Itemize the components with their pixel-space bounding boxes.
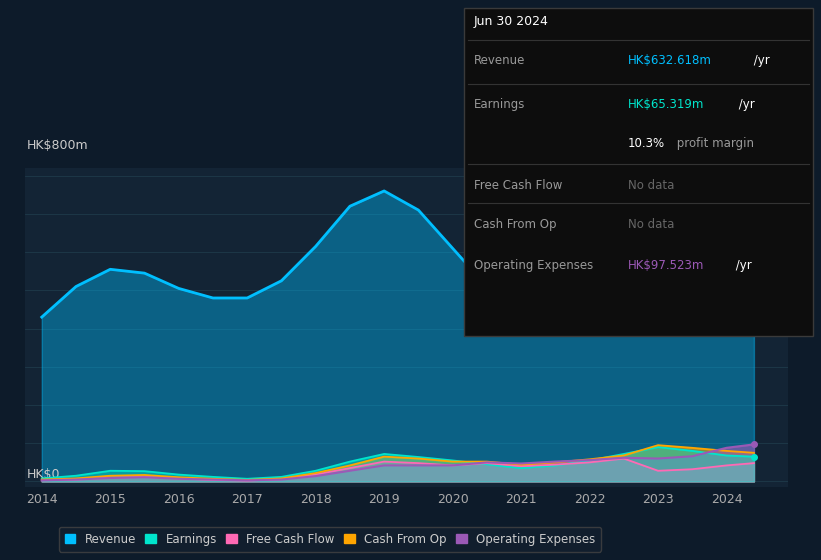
Text: /yr: /yr	[732, 259, 752, 272]
Text: Cash From Op: Cash From Op	[474, 218, 556, 231]
Text: HK$632.618m: HK$632.618m	[628, 54, 712, 67]
Text: /yr: /yr	[735, 98, 754, 111]
Text: Jun 30 2024: Jun 30 2024	[474, 15, 548, 28]
Text: Revenue: Revenue	[474, 54, 525, 67]
Legend: Revenue, Earnings, Free Cash Flow, Cash From Op, Operating Expenses: Revenue, Earnings, Free Cash Flow, Cash …	[58, 527, 602, 552]
Text: 10.3%: 10.3%	[628, 137, 665, 150]
Text: Earnings: Earnings	[474, 98, 525, 111]
Text: Free Cash Flow: Free Cash Flow	[474, 179, 562, 192]
Text: HK$0: HK$0	[27, 468, 61, 481]
Text: HK$800m: HK$800m	[27, 139, 89, 152]
Text: Operating Expenses: Operating Expenses	[474, 259, 593, 272]
Text: /yr: /yr	[750, 54, 769, 67]
Text: profit margin: profit margin	[673, 137, 754, 150]
Text: HK$97.523m: HK$97.523m	[628, 259, 704, 272]
Text: HK$65.319m: HK$65.319m	[628, 98, 704, 111]
Text: No data: No data	[628, 179, 674, 192]
Text: No data: No data	[628, 218, 674, 231]
